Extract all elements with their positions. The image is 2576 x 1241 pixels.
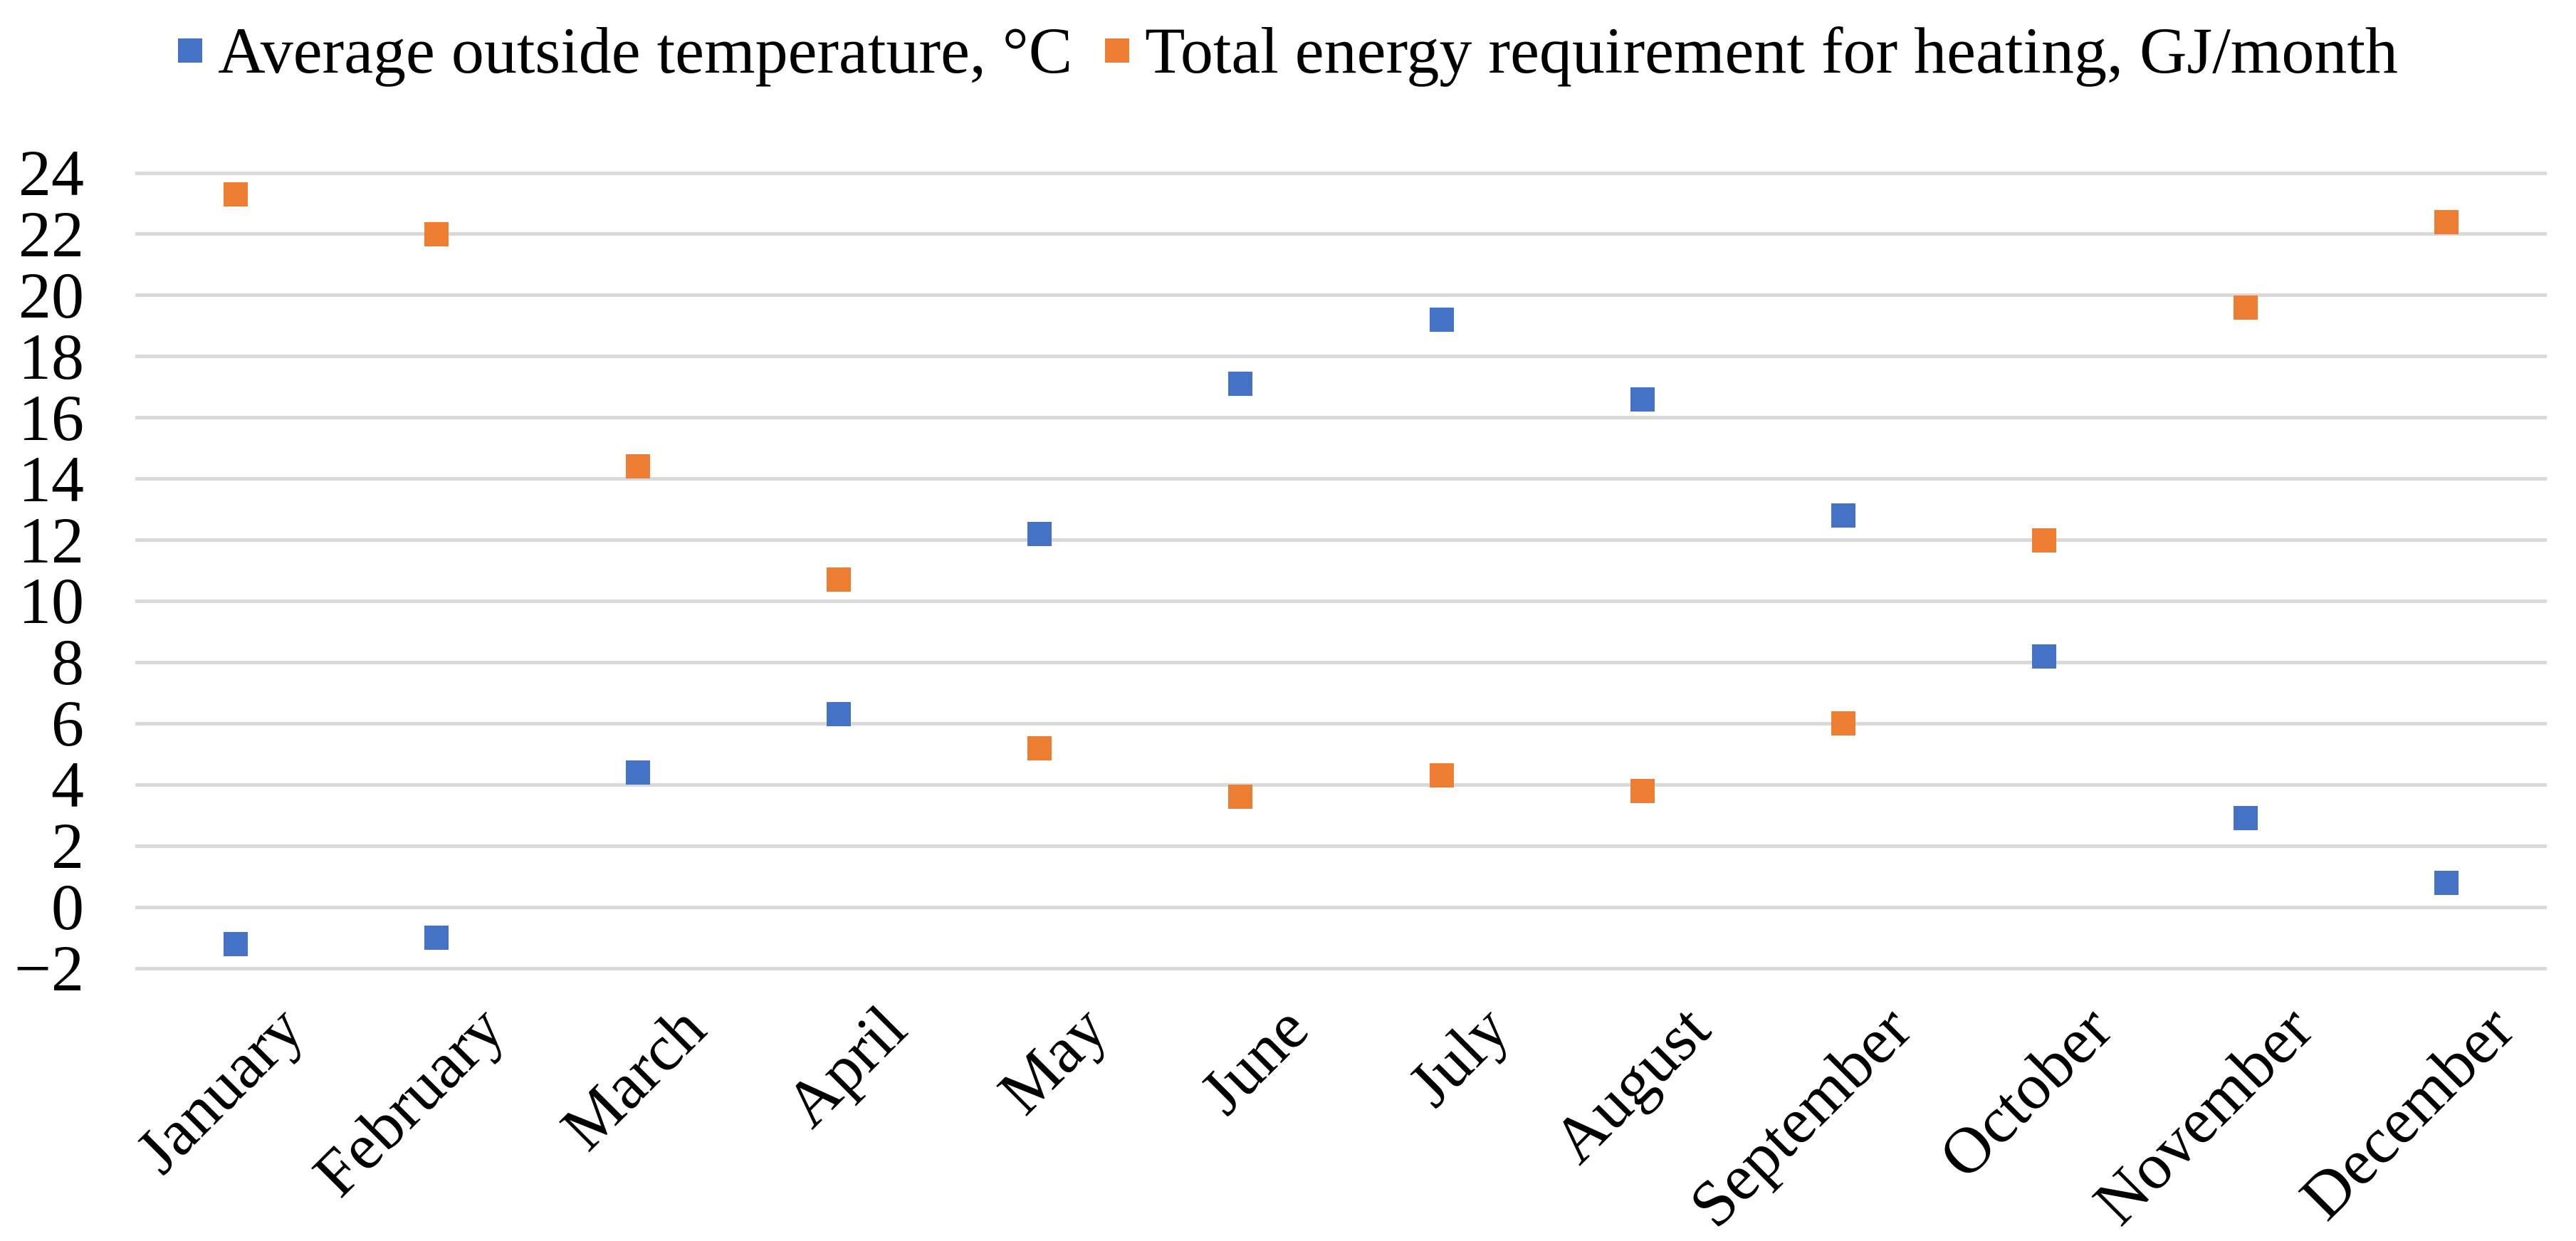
data-point-marker <box>625 454 650 479</box>
legend-item-temperature: Average outside temperature, °C <box>178 18 1072 83</box>
y-axis-tick-label: 12 <box>19 503 84 577</box>
x-axis-month-label: December <box>2286 991 2528 1233</box>
y-axis-tick-label: 16 <box>19 381 84 454</box>
data-point-marker <box>826 702 851 727</box>
gridline <box>135 721 2547 726</box>
y-axis-tick-label: 0 <box>51 871 84 944</box>
data-point-marker <box>1831 503 1856 528</box>
y-axis-tick-label: 4 <box>51 748 84 822</box>
gridline <box>135 966 2547 970</box>
data-point-marker <box>224 931 248 956</box>
y-axis-tick-label: 18 <box>19 320 84 393</box>
gridline <box>135 905 2547 909</box>
gridline <box>135 171 2547 175</box>
x-axis-month-label: January <box>121 991 317 1187</box>
data-point-marker <box>1027 521 1052 546</box>
gridline <box>135 293 2547 298</box>
data-point-marker <box>1429 308 1454 332</box>
data-point-marker <box>1027 735 1052 760</box>
data-point-marker <box>1831 711 1856 736</box>
data-point-marker <box>2032 528 2057 553</box>
gridline <box>135 232 2547 236</box>
y-axis-tick-label: 10 <box>19 565 84 638</box>
data-point-marker <box>1429 763 1454 788</box>
x-axis-month-label: February <box>299 991 518 1210</box>
data-point-marker <box>2434 870 2459 895</box>
data-point-marker <box>1630 778 1655 803</box>
gridline <box>135 782 2547 787</box>
data-point-marker <box>424 221 449 246</box>
data-point-marker <box>1228 372 1253 397</box>
gridline <box>135 355 2547 359</box>
data-point-marker <box>625 760 650 785</box>
data-point-marker <box>224 182 248 207</box>
chart-legend: Average outside temperature, °C Total en… <box>0 4 2576 97</box>
data-point-marker <box>2233 806 2258 831</box>
gridline <box>135 416 2547 420</box>
y-axis-tick-label: 22 <box>19 197 84 271</box>
gridline <box>135 538 2547 543</box>
gridline <box>135 660 2547 664</box>
x-axis-month-label: August <box>1538 991 1724 1177</box>
x-axis-month-label: June <box>1185 991 1321 1128</box>
energy-series-swatch-icon <box>1105 38 1130 63</box>
legend-item-energy: Total energy requirement for heating, GJ… <box>1105 18 2398 83</box>
y-axis-tick-label: 24 <box>19 137 84 209</box>
gridline <box>135 477 2547 481</box>
temperature-series-label: Average outside temperature, °C <box>218 14 1073 87</box>
x-axis-month-label: September <box>1675 991 1925 1241</box>
data-point-marker <box>2233 295 2258 320</box>
y-axis-tick-label: 20 <box>19 258 84 332</box>
gridline <box>135 844 2547 848</box>
x-axis-month-label: May <box>984 991 1121 1128</box>
x-axis-month-label: April <box>770 991 920 1141</box>
data-point-marker <box>1228 785 1253 810</box>
y-axis-tick-label: 14 <box>19 442 84 515</box>
data-point-marker <box>2032 644 2057 669</box>
data-point-marker <box>424 926 449 951</box>
x-axis-month-label: March <box>546 991 719 1164</box>
y-axis-tick-label: 2 <box>51 810 84 883</box>
scatter-chart: Average outside temperature, °C Total en… <box>0 4 2576 1241</box>
energy-series-label: Total energy requirement for heating, GJ… <box>1145 14 2398 87</box>
data-point-marker <box>2434 209 2459 234</box>
data-point-marker <box>1630 387 1655 412</box>
data-point-marker <box>826 567 851 592</box>
gridline <box>135 599 2547 603</box>
temperature-series-swatch-icon <box>178 38 203 63</box>
y-axis-tick-label: −2 <box>14 932 84 1005</box>
x-axis-month-label: July <box>1393 991 1523 1121</box>
y-axis-tick-label: 6 <box>51 687 84 760</box>
y-axis-tick-label: 8 <box>51 626 84 699</box>
x-axis-month-label: October <box>1925 991 2125 1193</box>
